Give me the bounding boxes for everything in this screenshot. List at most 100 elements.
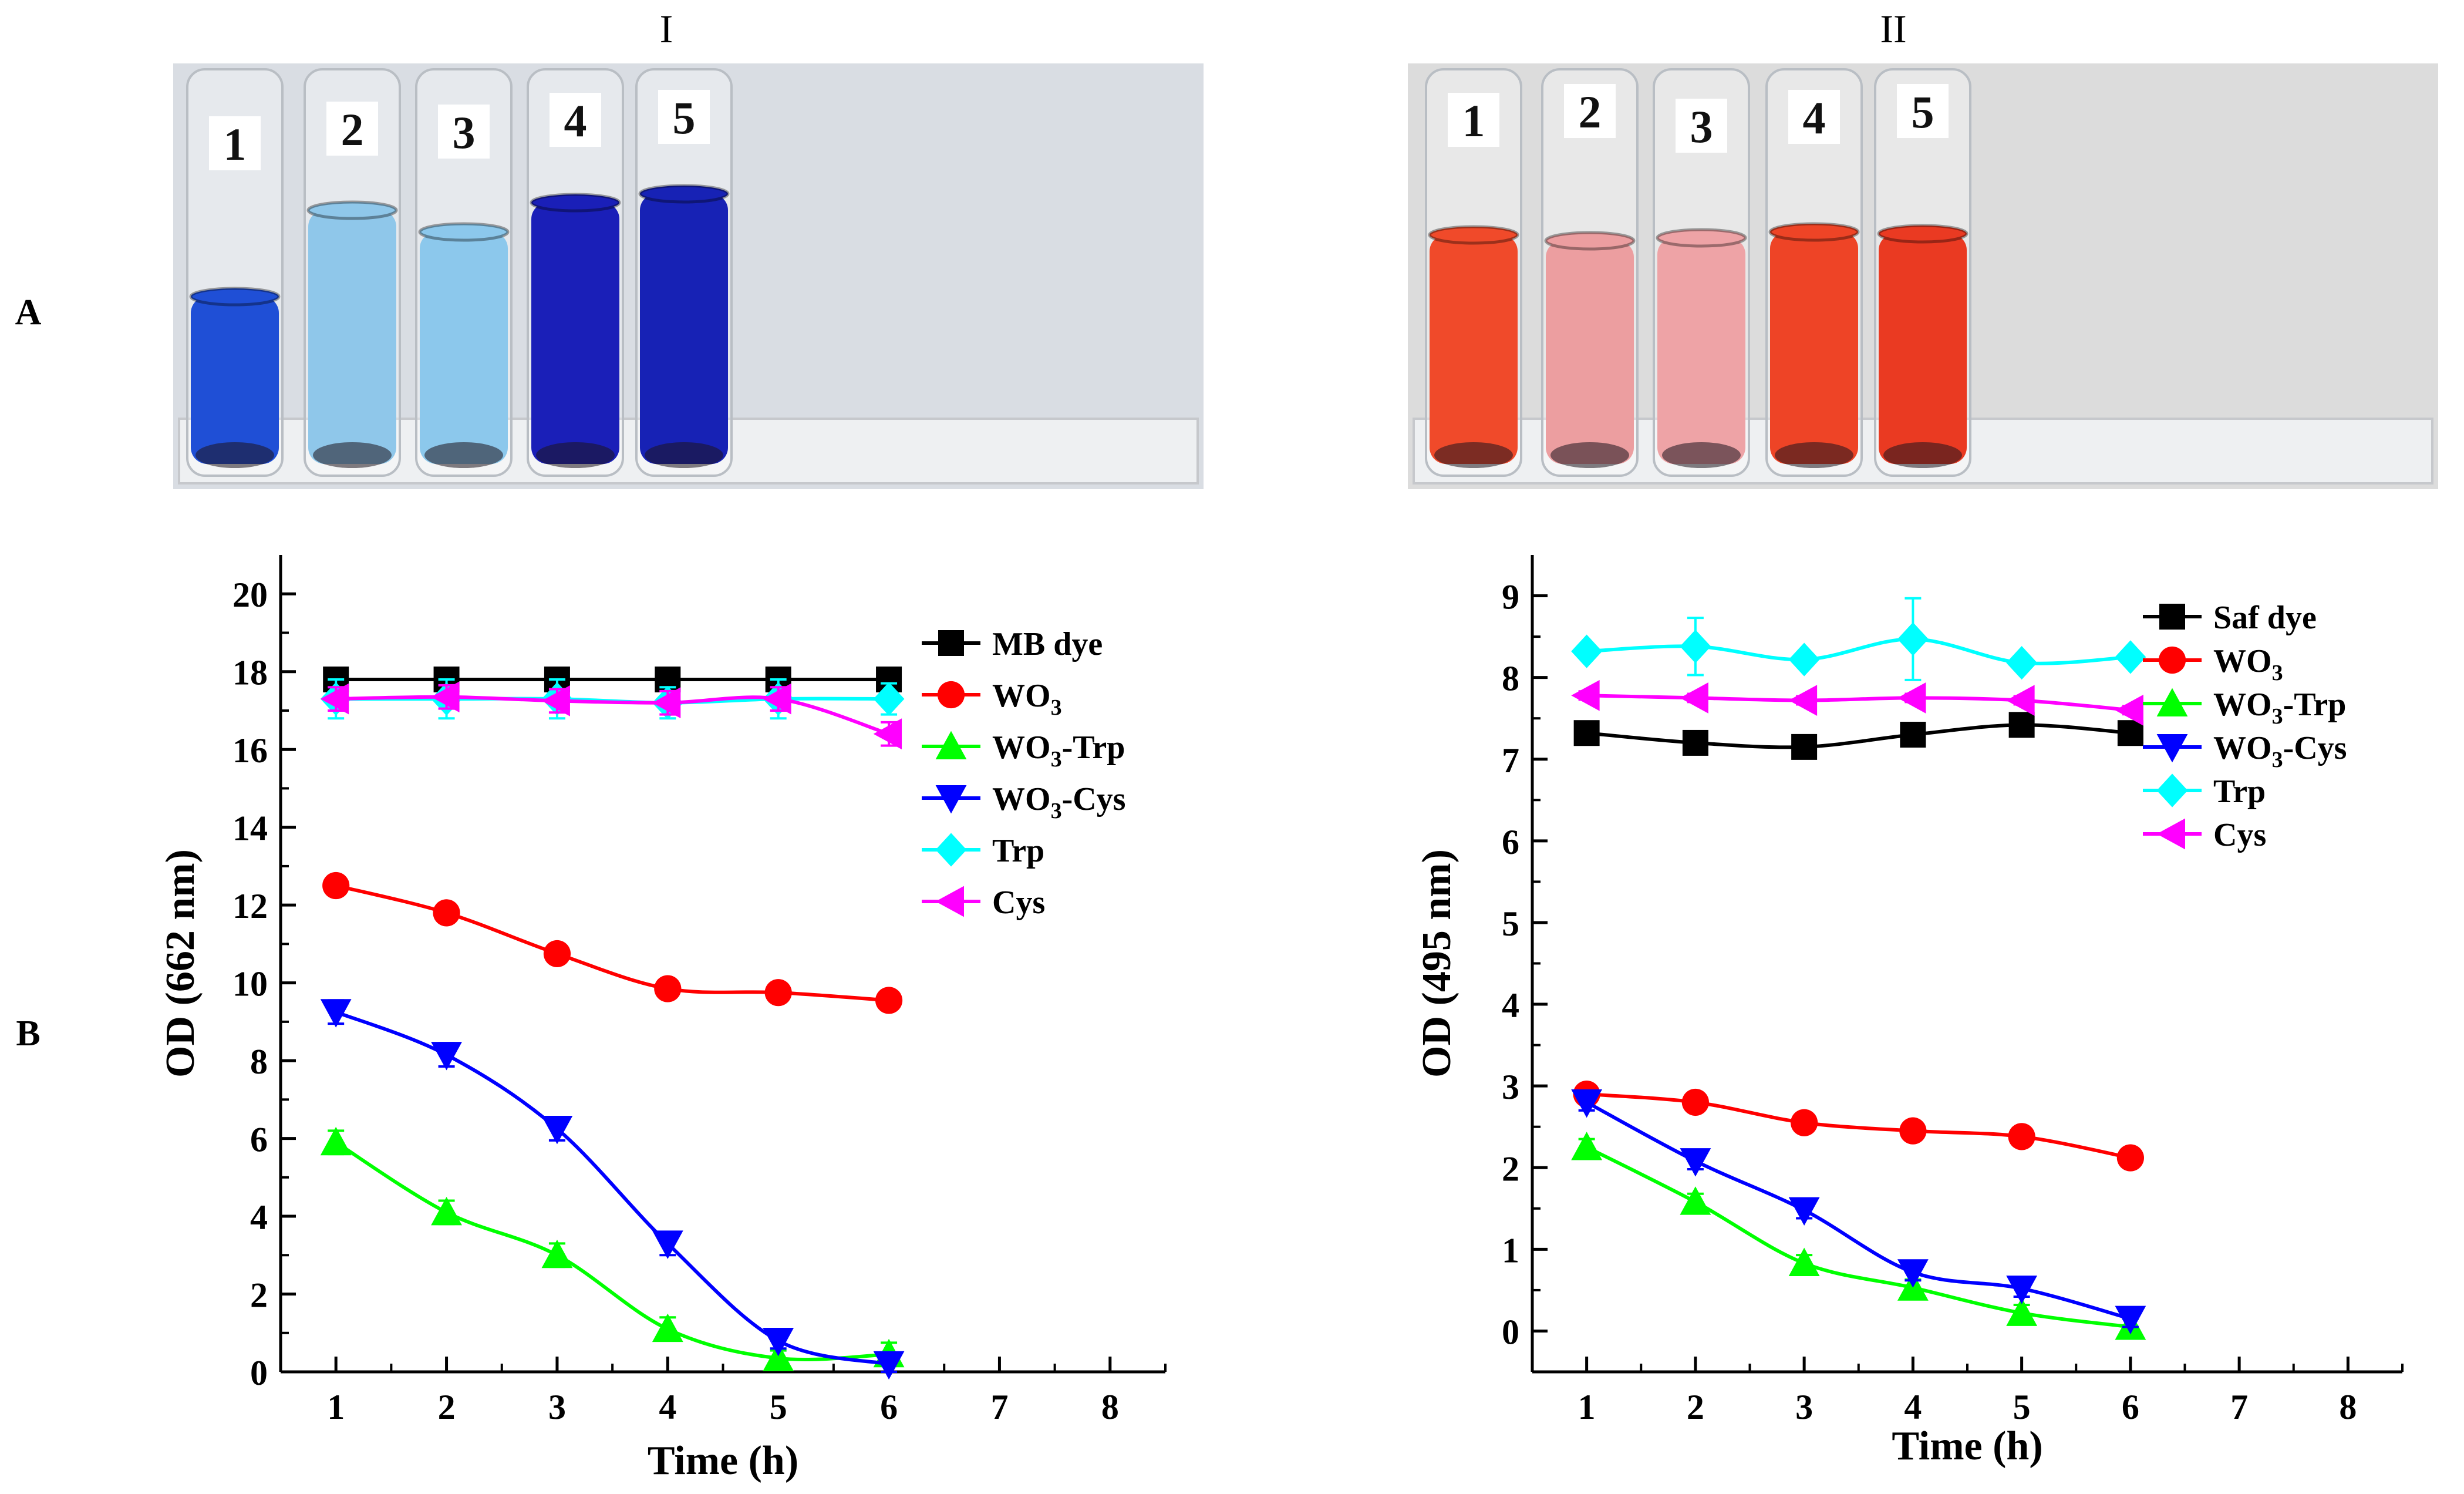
data-point bbox=[1897, 682, 1926, 714]
tube-number-card bbox=[209, 116, 261, 170]
test-tube: 3 bbox=[415, 68, 513, 477]
tube-liquid bbox=[308, 210, 396, 464]
series-line bbox=[1586, 1092, 2131, 1160]
legend-item: Cys bbox=[2143, 817, 2266, 853]
tube-liquid bbox=[420, 232, 508, 464]
legend-item: MB dye bbox=[922, 626, 1103, 662]
tube-meniscus bbox=[1428, 225, 1519, 245]
data-point bbox=[654, 975, 682, 1002]
tube-number-card bbox=[550, 93, 601, 147]
data-point bbox=[1680, 1148, 1711, 1177]
y-tick-label: 2 bbox=[1502, 1149, 1519, 1188]
data-point bbox=[1571, 679, 1600, 711]
legend-label: Trp bbox=[992, 833, 1044, 869]
tube-sediment bbox=[424, 442, 503, 468]
data-point bbox=[652, 687, 681, 719]
data-point bbox=[1788, 685, 1818, 716]
data-point bbox=[322, 872, 350, 900]
data-point bbox=[935, 731, 967, 759]
data-point bbox=[2115, 640, 2146, 674]
tube-number: 1 bbox=[224, 119, 247, 170]
data-point bbox=[2156, 818, 2185, 850]
data-point bbox=[873, 1351, 905, 1380]
column-label-ii: II bbox=[1880, 6, 1906, 51]
tube-liquid bbox=[1430, 235, 1518, 464]
tube-liquid bbox=[1546, 241, 1634, 464]
data-point bbox=[433, 899, 460, 927]
data-point bbox=[873, 682, 905, 716]
tube-liquid bbox=[640, 194, 728, 464]
x-tick-label: 5 bbox=[2013, 1388, 2031, 1426]
photo-methylene-blue-tubes: 1 2 3 4 5 bbox=[173, 63, 1204, 489]
data-point bbox=[763, 1342, 794, 1371]
data-point bbox=[2156, 734, 2188, 763]
y-tick-label: 3 bbox=[1502, 1068, 1519, 1106]
data-point bbox=[1791, 733, 1818, 760]
legend-item: WO3-Trp bbox=[2143, 687, 2346, 729]
x-tick-label: 2 bbox=[438, 1388, 456, 1426]
tube-number-card bbox=[1788, 90, 1840, 144]
x-axis-label: Time (h) bbox=[648, 1438, 798, 1483]
x-tick-label: 6 bbox=[880, 1388, 898, 1426]
data-point bbox=[1897, 622, 1929, 656]
legend-item: WO3-Cys bbox=[2143, 730, 2347, 772]
data-point bbox=[875, 987, 903, 1014]
y-tick-label: 14 bbox=[232, 809, 268, 848]
data-point bbox=[1899, 1117, 1927, 1145]
data-point bbox=[763, 683, 791, 715]
test-tube: 1 bbox=[186, 68, 284, 477]
y-tick-label: 12 bbox=[232, 887, 268, 926]
y-tick-label: 2 bbox=[250, 1276, 268, 1315]
series bbox=[320, 1126, 905, 1371]
x-tick-label: 2 bbox=[1687, 1388, 1704, 1426]
test-tube: 4 bbox=[527, 68, 624, 477]
data-point bbox=[2008, 712, 2035, 738]
data-point bbox=[873, 718, 902, 750]
tube-number: 5 bbox=[673, 92, 696, 143]
x-tick-label: 7 bbox=[990, 1388, 1008, 1426]
legend-label: MB dye bbox=[992, 626, 1103, 662]
series bbox=[322, 872, 903, 1014]
tube-meniscus bbox=[1768, 222, 1860, 242]
tube-meniscus bbox=[1656, 228, 1747, 248]
data-point bbox=[1897, 1259, 1929, 1288]
data-point bbox=[2006, 646, 2038, 680]
y-tick-label: 4 bbox=[1502, 986, 1519, 1025]
x-tick-label: 3 bbox=[1795, 1388, 1813, 1426]
tube-meniscus bbox=[1877, 224, 1968, 244]
y-axis-label: OD (662 nm) bbox=[158, 849, 203, 1078]
series bbox=[320, 999, 905, 1380]
tube-liquid bbox=[531, 203, 619, 464]
data-point bbox=[938, 630, 964, 656]
data-point bbox=[763, 1328, 794, 1357]
data-point bbox=[2158, 646, 2186, 674]
data-point bbox=[1900, 722, 1926, 748]
tube-sediment bbox=[1775, 442, 1853, 468]
y-tick-label: 0 bbox=[1502, 1313, 1519, 1351]
tube-number-card bbox=[1676, 99, 1727, 153]
data-point bbox=[541, 685, 570, 716]
data-point bbox=[320, 999, 352, 1028]
data-point bbox=[2159, 604, 2185, 630]
y-tick-label: 1 bbox=[1502, 1231, 1519, 1270]
series-line bbox=[1586, 1101, 2131, 1321]
series-line bbox=[1586, 637, 2131, 665]
data-point bbox=[2156, 688, 2188, 716]
data-point bbox=[935, 785, 967, 814]
legend-item: Saf dye bbox=[2143, 600, 2317, 636]
data-point bbox=[764, 979, 792, 1007]
series bbox=[1571, 1089, 2146, 1334]
series-line bbox=[335, 1010, 889, 1366]
series-line bbox=[335, 884, 889, 1002]
data-point bbox=[2006, 685, 2035, 716]
y-tick-label: 10 bbox=[232, 965, 268, 1004]
test-tube: 2 bbox=[1541, 68, 1639, 477]
legend: MB dye WO3 WO3-Trp WO3-Cys Trp Cys bbox=[922, 626, 1125, 921]
data-point bbox=[1791, 1109, 1818, 1136]
legend-label: WO3-Trp bbox=[992, 729, 1125, 772]
legend-label: WO3-Cys bbox=[992, 781, 1125, 823]
legend-item: Trp bbox=[2143, 773, 2266, 810]
test-tube: 4 bbox=[1765, 68, 1863, 477]
